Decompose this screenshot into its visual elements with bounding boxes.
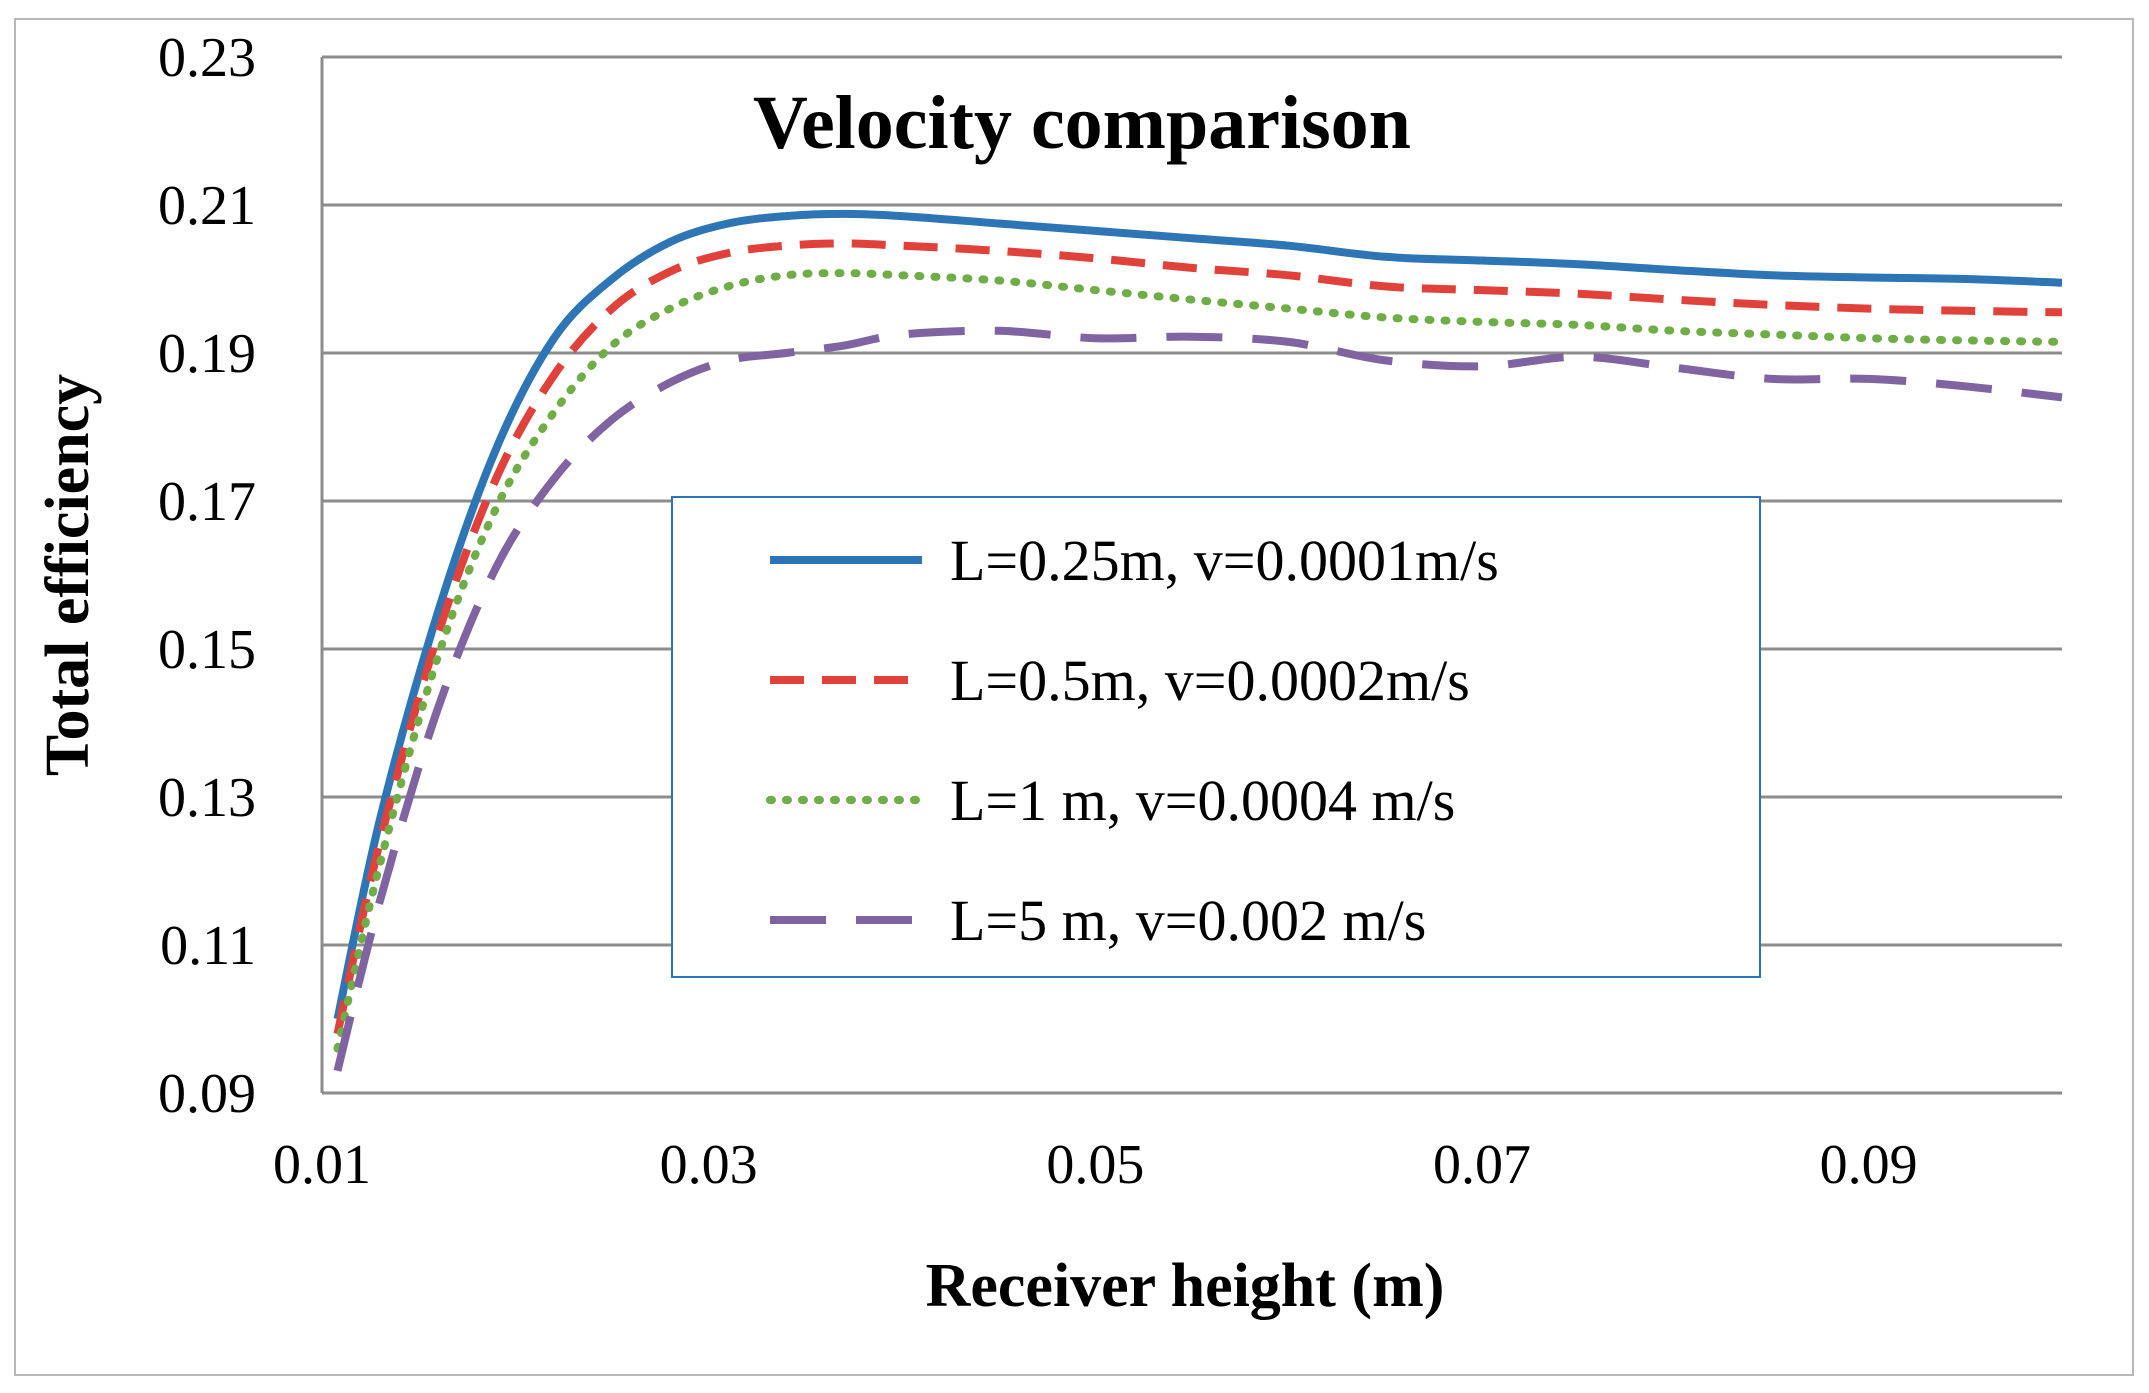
y-tick-label: 0.23 bbox=[158, 27, 256, 89]
y-tick-label: 0.13 bbox=[158, 767, 256, 829]
y-tick-label: 0.09 bbox=[158, 1063, 256, 1125]
y-tick-label: 0.17 bbox=[158, 471, 256, 533]
legend-label-2: L=0.5m, v=0.0002m/s bbox=[950, 648, 1470, 713]
chart-title: Velocity comparison bbox=[753, 81, 1411, 165]
y-axis-label: Total efficiency bbox=[34, 374, 102, 776]
x-tick-label: 0.09 bbox=[1820, 1134, 1918, 1196]
legend-box bbox=[671, 496, 1761, 978]
y-tick-labels: 0.09 0.11 0.13 0.15 0.17 0.19 0.21 0.23 bbox=[158, 27, 256, 1125]
legend-entries: L=0.25m, v=0.0001m/s L=0.5m, v=0.0002m/s L… bbox=[766, 528, 1499, 953]
legend-label-4: L=5 m, v=0.002 m/s bbox=[950, 888, 1426, 953]
series-line-3 bbox=[333, 269, 2066, 1053]
y-tick-label: 0.15 bbox=[158, 619, 256, 681]
x-tick-label: 0.03 bbox=[660, 1134, 758, 1196]
y-tick-label: 0.11 bbox=[160, 915, 256, 977]
x-tick-label: 0.07 bbox=[1433, 1134, 1531, 1196]
series-line-4 bbox=[333, 326, 2063, 1072]
x-tick-label: 0.05 bbox=[1046, 1134, 1144, 1196]
gridlines bbox=[322, 55, 2062, 947]
legend: L=0.25m, v=0.0001m/s L=0.5m, v=0.0002m/s L… bbox=[671, 496, 1761, 978]
y-tick-label: 0.21 bbox=[158, 175, 256, 237]
series-line-2 bbox=[333, 239, 2063, 1035]
x-tick-label: 0.01 bbox=[273, 1134, 371, 1196]
x-tick-labels: 0.01 0.03 0.05 0.07 0.09 bbox=[273, 1134, 1918, 1196]
legend-label-3: L=1 m, v=0.0004 m/s bbox=[950, 768, 1455, 833]
series-line-1 bbox=[333, 209, 2063, 1020]
series-lines bbox=[333, 209, 2066, 1072]
x-axis-label: Receiver height (m) bbox=[926, 1252, 1445, 1320]
axes bbox=[320, 57, 2062, 1095]
y-tick-label: 0.19 bbox=[158, 323, 256, 385]
legend-label-1: L=0.25m, v=0.0001m/s bbox=[950, 528, 1499, 593]
